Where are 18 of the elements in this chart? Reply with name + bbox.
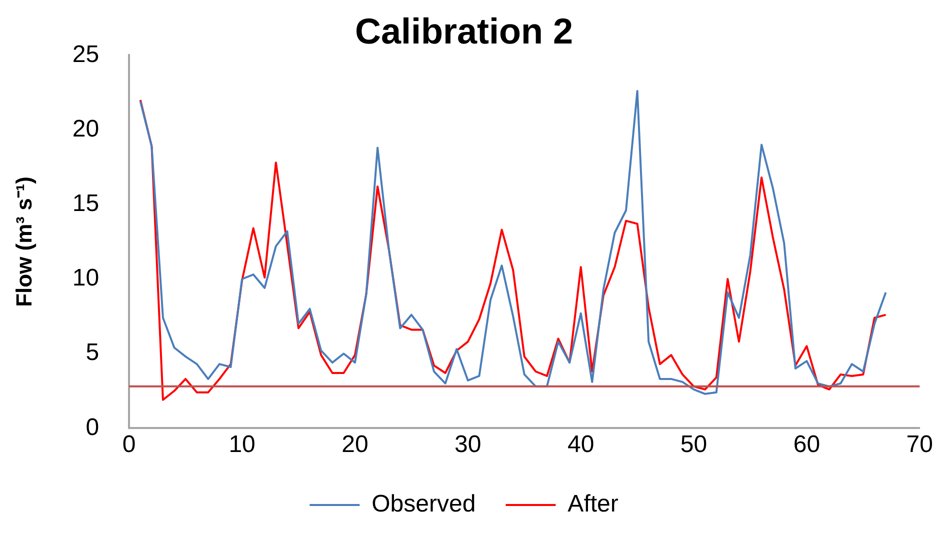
x-tick-label: 10	[228, 431, 256, 458]
legend-label: Observed	[372, 490, 476, 518]
chart-title: Calibration 2	[354, 10, 574, 52]
x-tick-label: 40	[567, 431, 594, 458]
y-tick-label: 5	[86, 339, 100, 366]
y-tick-label: 25	[72, 40, 100, 68]
x-tick-label: 50	[680, 431, 708, 458]
x-tick-label: 0	[122, 431, 136, 458]
legend-label: After	[568, 490, 618, 518]
y-tick-label: 15	[72, 190, 100, 218]
y-tick-label: 20	[72, 115, 100, 142]
x-tick-label: 70	[906, 431, 934, 458]
y-axis-title: Flow (m³ s⁻¹)	[11, 176, 36, 307]
x-tick-label: 20	[342, 431, 368, 458]
x-tick-label: 30	[454, 431, 482, 458]
y-tick-label: 0	[86, 414, 100, 441]
y-tick-label: 10	[72, 264, 100, 292]
x-tick-label: 60	[793, 431, 820, 458]
